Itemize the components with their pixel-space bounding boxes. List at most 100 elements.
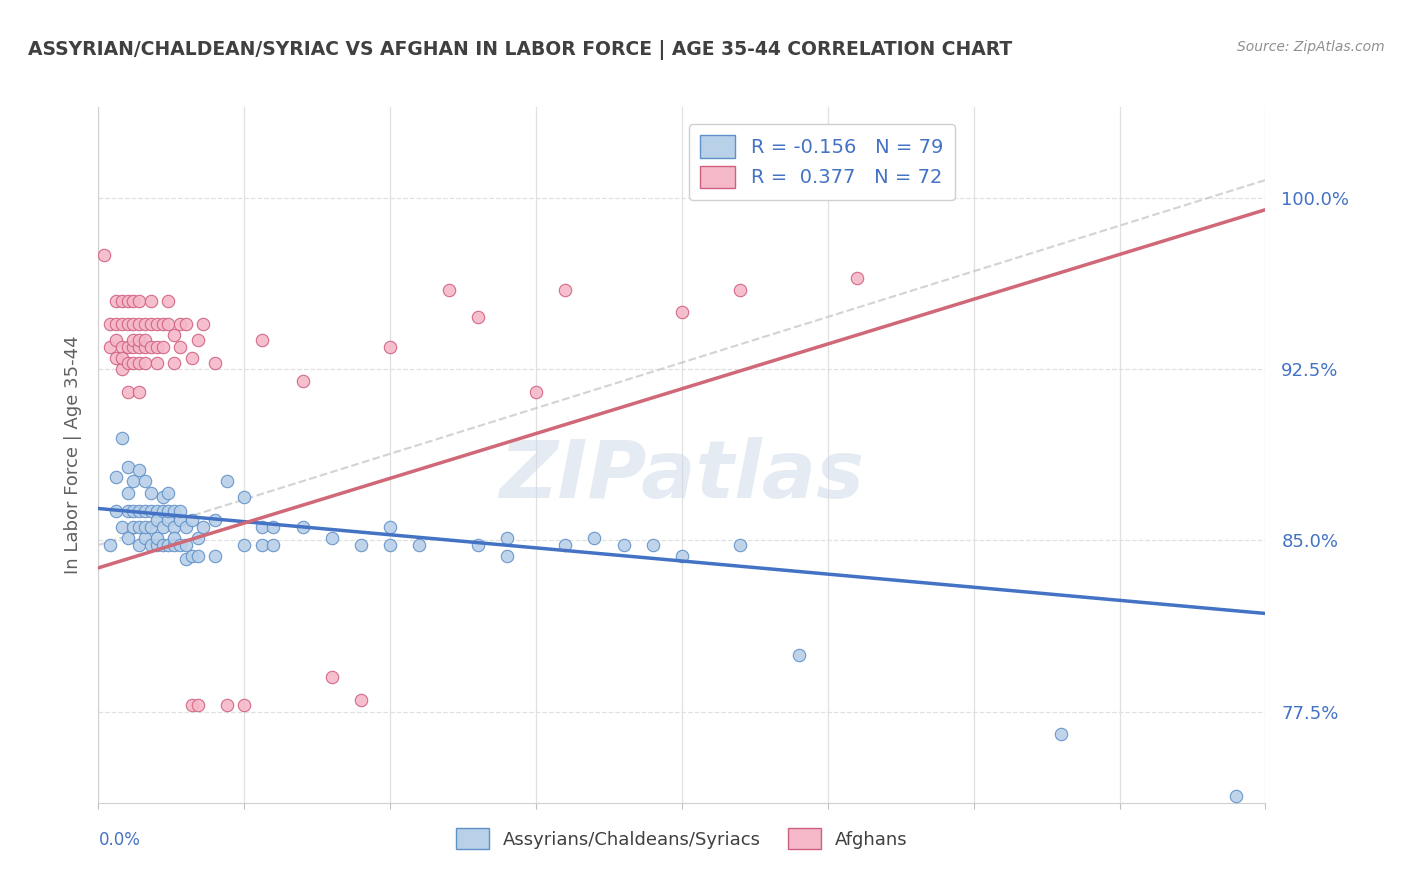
Point [117,504,139,518]
Point [321,531,343,545]
Point [204,549,226,564]
Point [157,317,180,331]
Point [1050,727,1073,741]
Point [152,340,174,354]
Point [152,538,174,552]
Point [93,248,115,262]
Point [180,549,202,564]
Point [169,340,191,354]
Point [187,531,209,545]
Point [467,310,489,324]
Point [111,293,134,308]
Point [174,538,197,552]
Point [104,469,127,483]
Point [104,317,127,331]
Legend: Assyrians/Chaldeans/Syriacs, Afghans: Assyrians/Chaldeans/Syriacs, Afghans [449,822,915,856]
Point [139,538,162,552]
Point [233,538,256,552]
Point [111,362,134,376]
Point [250,520,273,534]
Point [152,504,174,518]
Point [128,340,150,354]
Point [128,355,150,369]
Point [350,693,373,707]
Point [408,538,430,552]
Point [104,504,127,518]
Point [496,549,519,564]
Point [139,504,162,518]
Point [204,355,226,369]
Point [111,317,134,331]
Point [146,513,169,527]
Point [215,698,238,712]
Point [291,374,314,388]
Point [98,340,121,354]
Text: 0.0%: 0.0% [98,830,141,848]
Point [157,485,180,500]
Point [163,538,186,552]
Point [139,317,162,331]
Point [157,538,180,552]
Point [122,317,145,331]
Point [146,504,169,518]
Point [157,293,180,308]
Point [163,355,186,369]
Point [291,520,314,534]
Point [262,538,284,552]
Point [233,698,256,712]
Point [437,283,460,297]
Point [730,538,752,552]
Point [174,520,197,534]
Point [787,648,810,662]
Point [111,351,134,365]
Point [128,293,150,308]
Point [128,385,150,400]
Point [380,340,402,354]
Text: Source: ZipAtlas.com: Source: ZipAtlas.com [1237,40,1385,54]
Point [152,317,174,331]
Point [157,504,180,518]
Point [122,474,145,488]
Point [193,520,215,534]
Point [111,431,134,445]
Point [117,460,139,475]
Point [134,474,156,488]
Point [180,513,202,527]
Point [122,340,145,354]
Point [321,670,343,684]
Point [169,317,191,331]
Point [139,485,162,500]
Point [496,531,519,545]
Point [134,355,156,369]
Point [380,520,402,534]
Point [122,520,145,534]
Point [262,520,284,534]
Y-axis label: In Labor Force | Age 35-44: In Labor Force | Age 35-44 [63,335,82,574]
Point [174,551,197,566]
Point [146,538,169,552]
Text: ASSYRIAN/CHALDEAN/SYRIAC VS AFGHAN IN LABOR FORCE | AGE 35-44 CORRELATION CHART: ASSYRIAN/CHALDEAN/SYRIAC VS AFGHAN IN LA… [28,40,1012,60]
Point [380,538,402,552]
Point [134,317,156,331]
Point [128,317,150,331]
Point [122,504,145,518]
Point [134,531,156,545]
Point [204,513,226,527]
Point [104,351,127,365]
Point [139,293,162,308]
Point [128,538,150,552]
Point [163,531,186,545]
Point [128,520,150,534]
Point [146,317,169,331]
Point [163,520,186,534]
Point [169,513,191,527]
Point [128,333,150,347]
Point [98,538,121,552]
Point [612,538,634,552]
Point [174,317,197,331]
Point [117,531,139,545]
Point [122,333,145,347]
Point [139,520,162,534]
Point [111,340,134,354]
Point [146,340,169,354]
